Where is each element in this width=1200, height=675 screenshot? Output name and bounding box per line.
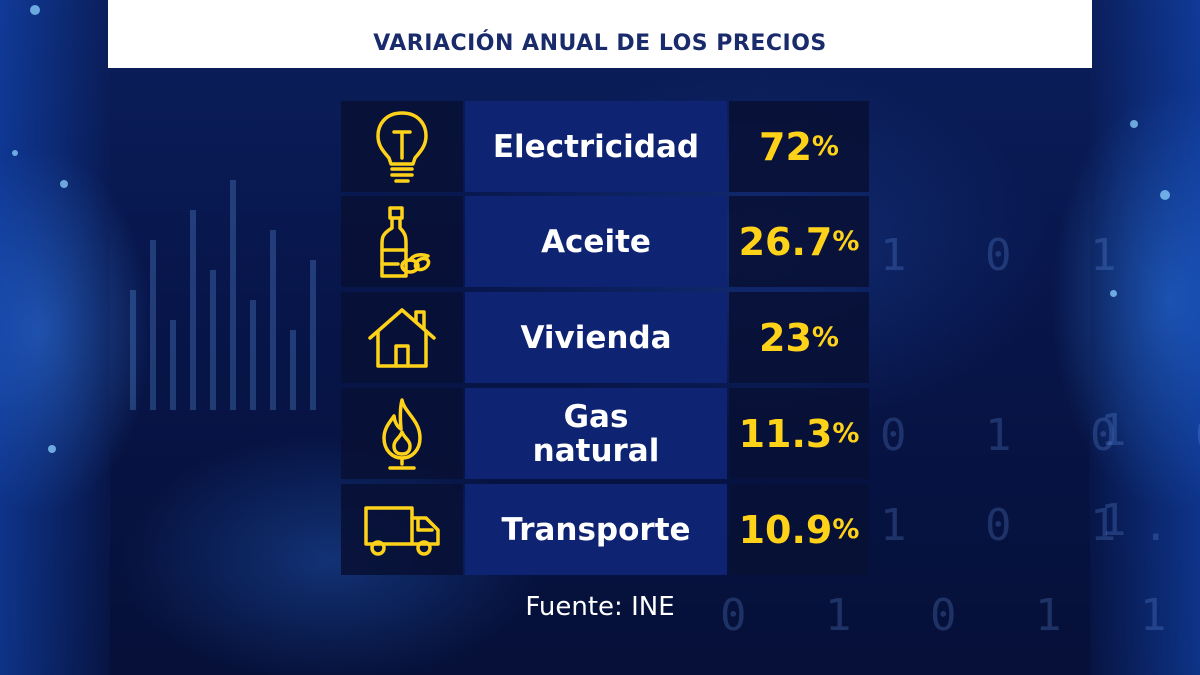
background-bars-decor	[120, 150, 350, 410]
table-row: Electricidad 72%	[341, 101, 869, 192]
binary-digits-decor: 1 0 1.1	[880, 500, 1200, 551]
binary-digits-decor: 1 0	[1100, 495, 1200, 546]
row-icon-cell	[341, 101, 463, 192]
gas-flame-icon	[382, 397, 422, 470]
right-decor-panel	[1090, 0, 1200, 675]
binary-digits-decor: 1 1	[1100, 405, 1200, 456]
table-row: Gas natural 11.3%	[341, 388, 869, 479]
row-label: Aceite	[465, 196, 727, 287]
row-value: 11.3%	[729, 388, 869, 479]
row-icon-cell	[341, 388, 463, 479]
glow-dot-decor	[60, 180, 68, 188]
source-note: Fuente: INE	[525, 592, 675, 622]
glow-dot-decor	[1160, 190, 1170, 200]
row-value-number: 10.9	[738, 507, 833, 552]
glow-dot-decor	[1110, 290, 1117, 297]
oil-bottle-olives-icon	[380, 205, 431, 278]
lightbulb-icon	[376, 110, 428, 183]
row-icon-cell	[341, 196, 463, 287]
glow-dot-decor	[1130, 120, 1138, 128]
row-value-unit: %	[811, 131, 839, 162]
row-label: Gas natural	[465, 388, 727, 479]
binary-digits-decor: 1 0 1	[880, 230, 1143, 281]
row-value-number: 26.7	[738, 219, 833, 264]
row-label: Electricidad	[465, 101, 727, 192]
title-bar: VARIACIÓN ANUAL DE LOS PRECIOS	[108, 0, 1092, 68]
house-icon	[368, 307, 436, 368]
truck-icon	[364, 505, 440, 556]
page-title: VARIACIÓN ANUAL DE LOS PRECIOS	[373, 31, 827, 56]
row-value-number: 11.3	[738, 411, 833, 456]
row-value: 10.9%	[729, 484, 869, 575]
table-row: Transporte 10.9%	[341, 484, 869, 575]
row-label: Vivienda	[465, 292, 727, 383]
row-value-unit: %	[832, 226, 860, 257]
row-icon-cell	[341, 292, 463, 383]
row-value-unit: %	[832, 418, 860, 449]
binary-digits-decor: 0 1 0 1 1 0	[720, 590, 1200, 641]
row-icon-cell	[341, 484, 463, 575]
glow-dot-decor	[12, 150, 18, 156]
table-row: Vivienda 23%	[341, 292, 869, 383]
glow-dot-decor	[30, 5, 40, 15]
binary-digits-decor: 0 1 0 0	[880, 410, 1200, 461]
row-value: 26.7%	[729, 196, 869, 287]
row-value-unit: %	[832, 514, 860, 545]
row-value-number: 72	[759, 124, 812, 169]
glow-dot-decor	[48, 445, 56, 453]
row-value: 23%	[729, 292, 869, 383]
row-value-number: 23	[759, 315, 812, 360]
row-value-unit: %	[811, 322, 839, 353]
left-decor-panel	[0, 0, 110, 675]
row-label: Transporte	[465, 484, 727, 575]
row-value: 72%	[729, 101, 869, 192]
table-row: Aceite 26.7%	[341, 196, 869, 287]
